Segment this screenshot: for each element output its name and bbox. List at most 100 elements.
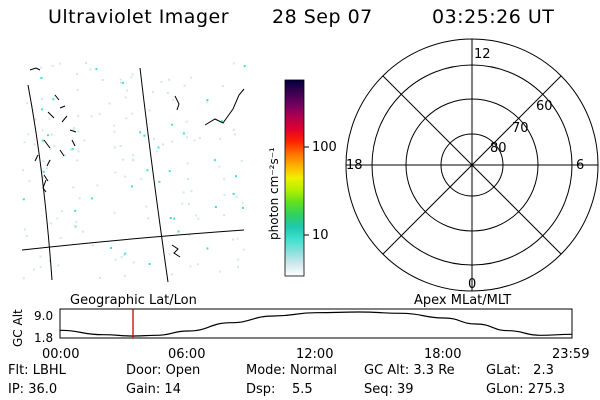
image-speckle <box>168 170 171 173</box>
seq-value: 39 <box>397 382 414 397</box>
image-speckle <box>77 150 80 153</box>
image-speckle <box>40 77 43 79</box>
observation-date: 28 Sep 07 <box>272 6 373 28</box>
image-speckle <box>236 258 239 261</box>
image-speckle <box>206 99 209 102</box>
image-speckle <box>143 134 146 137</box>
image-speckle <box>99 277 101 279</box>
image-speckle <box>181 202 184 205</box>
image-speckle <box>169 217 172 219</box>
image-speckle <box>242 248 245 251</box>
ip-value: 36.0 <box>28 382 58 397</box>
image-speckle <box>64 154 66 157</box>
image-speckle <box>243 65 246 68</box>
image-speckle <box>177 230 180 233</box>
image-speckle <box>89 68 92 71</box>
image-speckle <box>40 97 43 100</box>
image-speckle <box>48 259 51 262</box>
image-speckle <box>39 265 42 268</box>
image-speckle <box>59 62 62 65</box>
image-speckle <box>95 68 98 71</box>
image-speckle <box>232 62 235 65</box>
mlt-label-0: 0 <box>468 277 476 292</box>
image-speckle <box>22 169 24 172</box>
image-speckle <box>196 263 199 266</box>
image-speckle <box>113 124 116 127</box>
image-speckle <box>41 129 44 132</box>
image-speckle <box>123 253 126 256</box>
image-speckle <box>28 180 31 183</box>
image-speckle <box>168 253 171 256</box>
image-speckle <box>241 206 244 209</box>
image-speckle <box>235 175 237 178</box>
mlt-label-18: 18 <box>346 158 363 173</box>
filter-value: LBHL <box>32 363 66 378</box>
image-speckle <box>72 128 75 131</box>
image-speckle <box>148 263 151 265</box>
image-speckle <box>101 79 104 81</box>
image-speckle <box>218 270 221 273</box>
image-speckle <box>75 220 78 223</box>
image-speckle <box>139 131 142 134</box>
image-speckle <box>206 101 209 104</box>
image-speckle <box>76 73 79 76</box>
image-speckle <box>186 162 189 165</box>
image-speckles <box>22 62 246 280</box>
image-speckle <box>56 217 59 220</box>
image-speckle <box>157 146 160 149</box>
observation-time: 03:25:26 UT <box>432 6 555 28</box>
image-speckle <box>82 230 84 233</box>
image-speckle <box>124 252 127 255</box>
image-speckle <box>73 127 76 130</box>
image-speckle <box>187 202 190 205</box>
image-speckle <box>42 176 45 179</box>
xtick-label-1800: 18:00 <box>424 347 461 362</box>
image-speckle <box>130 76 133 79</box>
image-speckle <box>190 76 193 79</box>
image-speckle <box>123 274 126 277</box>
image-speckle <box>76 159 79 162</box>
xtick-label-0600: 06:00 <box>168 347 205 362</box>
image-speckle <box>41 108 44 111</box>
image-speckle <box>114 171 117 174</box>
image-speckle <box>146 169 149 172</box>
uv-image-panel <box>21 62 246 283</box>
image-speckle <box>132 261 135 264</box>
image-speckle <box>51 64 54 67</box>
image-speckle <box>71 147 74 150</box>
image-speckle <box>218 165 221 168</box>
image-speckle <box>221 85 224 88</box>
image-speckle <box>108 102 111 105</box>
image-speckle <box>53 145 56 148</box>
image-speckle <box>168 78 170 81</box>
image-speckle <box>23 228 26 231</box>
image-speckle <box>193 139 196 142</box>
image-speckle <box>90 115 93 118</box>
image-speckle <box>187 178 189 180</box>
ip-info: IP: 36.0 <box>8 382 58 397</box>
latitude-line <box>21 229 245 251</box>
coastlines <box>21 67 245 283</box>
gain-value: 14 <box>164 382 181 397</box>
image-speckle <box>232 238 234 241</box>
image-speckle <box>223 193 226 196</box>
image-speckle <box>232 128 235 131</box>
image-speckle <box>91 244 94 247</box>
image-speckle <box>232 193 235 195</box>
image-speckle <box>49 147 52 150</box>
image-speckle <box>182 191 185 194</box>
image-speckle <box>166 91 169 94</box>
image-speckle <box>240 160 243 162</box>
image-speckle <box>23 141 26 144</box>
image-speckle <box>26 102 28 105</box>
image-speckle <box>50 222 53 225</box>
image-speckle <box>72 186 75 189</box>
image-speckle <box>145 205 148 208</box>
image-speckle <box>171 123 174 126</box>
polar-plot <box>345 38 599 292</box>
colorbar-tick-label-10: 10 <box>312 228 329 243</box>
altitude-plot-frame <box>59 308 573 339</box>
image-speckle <box>213 159 216 162</box>
image-speckle <box>114 258 117 261</box>
